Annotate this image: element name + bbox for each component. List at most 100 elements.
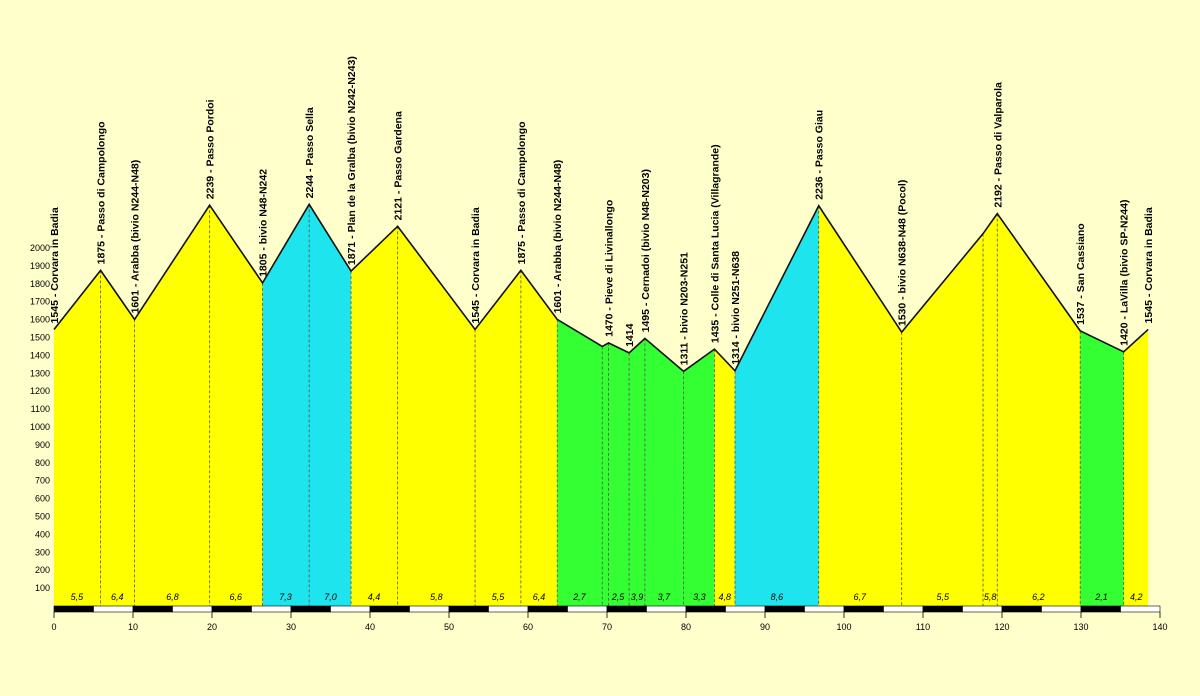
x-tick-label: 130 [1073, 622, 1088, 632]
x-tick-label: 110 [916, 622, 930, 632]
waypoint-divider-group [100, 204, 1125, 606]
scale-bar-segment [93, 605, 134, 613]
scale-bar-segment [764, 605, 805, 613]
gradient-label: 6,4 [111, 592, 124, 602]
x-tick-label: 80 [681, 622, 691, 632]
x-tick-label: 140 [1152, 622, 1167, 632]
scale-bar-segment [409, 605, 450, 613]
profile-segment-yellow [714, 349, 735, 606]
waypoint-label: 1314 - bivio N251-N638 [730, 251, 742, 365]
scale-bar-segment [1080, 605, 1121, 613]
y-tick-label: 2000 [30, 243, 50, 253]
waypoint-label: 2244 - Passo Sella [304, 107, 316, 198]
x-tick-label: 60 [523, 622, 533, 632]
scale-bar-segment [132, 605, 173, 613]
gradient-label-group: 5,5 6,4 6,8 6,6 7,3 7,0 4,4 5,8 5,5 6,4 2,7 2,5 3,9 3… [71, 592, 1143, 602]
profile-segment-yellow [54, 270, 135, 606]
scale-bar-segment [685, 605, 726, 613]
profile-segment-cyan [262, 204, 352, 606]
waypoint-label: 1470 - Pieve di Livinallongo [604, 200, 616, 337]
y-tick-label: 1000 [30, 422, 50, 432]
profile-outline-group [53, 202, 1149, 373]
gradient-label: 3,7 [658, 592, 672, 602]
y-tick-label: 500 [35, 512, 50, 522]
profile-segment-green [1080, 330, 1124, 606]
scale-bar-segment [725, 605, 766, 613]
waypoint-label: 2192 - Passo di Valparola [992, 82, 1004, 208]
x-tick-label: 40 [365, 622, 375, 632]
waypoint-label: 2236 - Passo Giau [814, 110, 826, 200]
scale-bar-segment [251, 605, 292, 613]
x-tick-label: 50 [444, 622, 454, 632]
scale-bar-segment [1120, 605, 1161, 613]
waypoint-label: 1495 - Cernadoi (bivio N48-N203) [640, 169, 652, 332]
scale-bar-segment [330, 605, 371, 613]
gradient-label: 5,8 [984, 592, 997, 602]
waypoint-label-group: 1545 - Corvara in Badia 1875 - Passo di C… [49, 56, 1155, 365]
y-tick-label: 900 [35, 440, 50, 450]
y-tick-label: 400 [35, 529, 50, 539]
scale-bar-segment [804, 605, 845, 613]
y-tick-label: 600 [35, 494, 50, 504]
x-tick-label: 10 [128, 622, 138, 632]
waypoint-label: 1530 - bivio N638-N48 (Pocol) [897, 180, 909, 326]
scale-bar-segment [606, 605, 647, 613]
gradient-label: 5,5 [71, 592, 85, 602]
scale-bar-segment [527, 605, 568, 613]
scale-bar-segment [448, 605, 489, 613]
waypoint-label: 1537 - San Cassiano [1075, 223, 1087, 325]
waypoint-label: 1545 - Corvara in Badia [49, 207, 61, 323]
x-axis-ticks: 0 10 20 30 40 50 60 70 80 90 100 110 120 130 140 [51, 612, 1168, 632]
y-tick-label: 800 [35, 458, 50, 468]
waypoint-label: 1875 - Passo di Campolongo [96, 121, 108, 264]
gradient-label: 4,8 [718, 592, 731, 602]
scale-bar-segment [290, 605, 331, 613]
x-tick-label: 120 [994, 622, 1009, 632]
gradient-label: 5,8 [430, 592, 443, 602]
distance-scale-bar [53, 605, 1161, 613]
profile-segment-yellow [1123, 329, 1149, 606]
x-tick-label: 0 [51, 622, 56, 632]
waypoint-label: 1435 - Colle di Santa Lucia (Villagrande… [709, 144, 721, 343]
gradient-label: 6,4 [533, 592, 546, 602]
y-axis-ticks: 100 200 300 400 500 600 700 800 900 1000 1100 1200 1… [30, 243, 50, 593]
gradient-label: 4,4 [368, 592, 381, 602]
y-tick-label: 300 [35, 547, 50, 557]
x-tick-label: 30 [286, 622, 296, 632]
waypoint-label: 1871 - Plan de la Gralba (bivio N242-N24… [346, 56, 358, 265]
scale-bar-segment [922, 605, 963, 613]
gradient-label: 6,6 [229, 592, 242, 602]
gradient-label: 7,0 [324, 592, 337, 602]
scale-bar-segment [1041, 605, 1082, 613]
profile-segment-cyan [734, 205, 819, 607]
x-tick-label: 70 [602, 622, 612, 632]
profile-segment-yellow [351, 226, 558, 606]
gradient-label: 2,1 [1094, 592, 1108, 602]
y-tick-label: 1800 [30, 279, 50, 289]
y-tick-label: 700 [35, 476, 50, 486]
y-tick-label: 1600 [30, 315, 50, 325]
waypoint-label: 1311 - bivio N203-N251 [679, 252, 691, 365]
scale-bar-segment [962, 605, 1003, 613]
scale-bar-segment [488, 605, 529, 613]
waypoint-label: 1805 - bivio N48-N242 [258, 169, 270, 277]
profile-line [53, 202, 1149, 373]
gradient-label: 2,5 [611, 592, 626, 602]
y-tick-label: 1700 [30, 297, 50, 307]
x-tick-label: 90 [760, 622, 770, 632]
y-tick-label: 1500 [30, 333, 50, 343]
waypoint-label: 1601 - Arabba (bivio N244-N48) [130, 160, 142, 314]
profile-segment-yellow [134, 205, 263, 606]
waypoint-label: 1601 - Arabba (bivio N244-N48) [552, 160, 564, 314]
scale-bar-segment [211, 605, 252, 613]
waypoint-label: 1545 - Corvara in Badia [470, 207, 482, 323]
gradient-label: 2,7 [572, 592, 587, 602]
scale-bar-segment [646, 605, 687, 613]
gradient-label: 4,2 [1130, 592, 1143, 602]
gradient-label: 5,5 [936, 592, 950, 602]
profile-segment-green [557, 319, 715, 606]
y-tick-label: 1400 [30, 350, 50, 360]
y-tick-label: 100 [35, 583, 50, 593]
gradient-label: 7,3 [279, 592, 292, 602]
scale-bar-segment [567, 605, 608, 613]
